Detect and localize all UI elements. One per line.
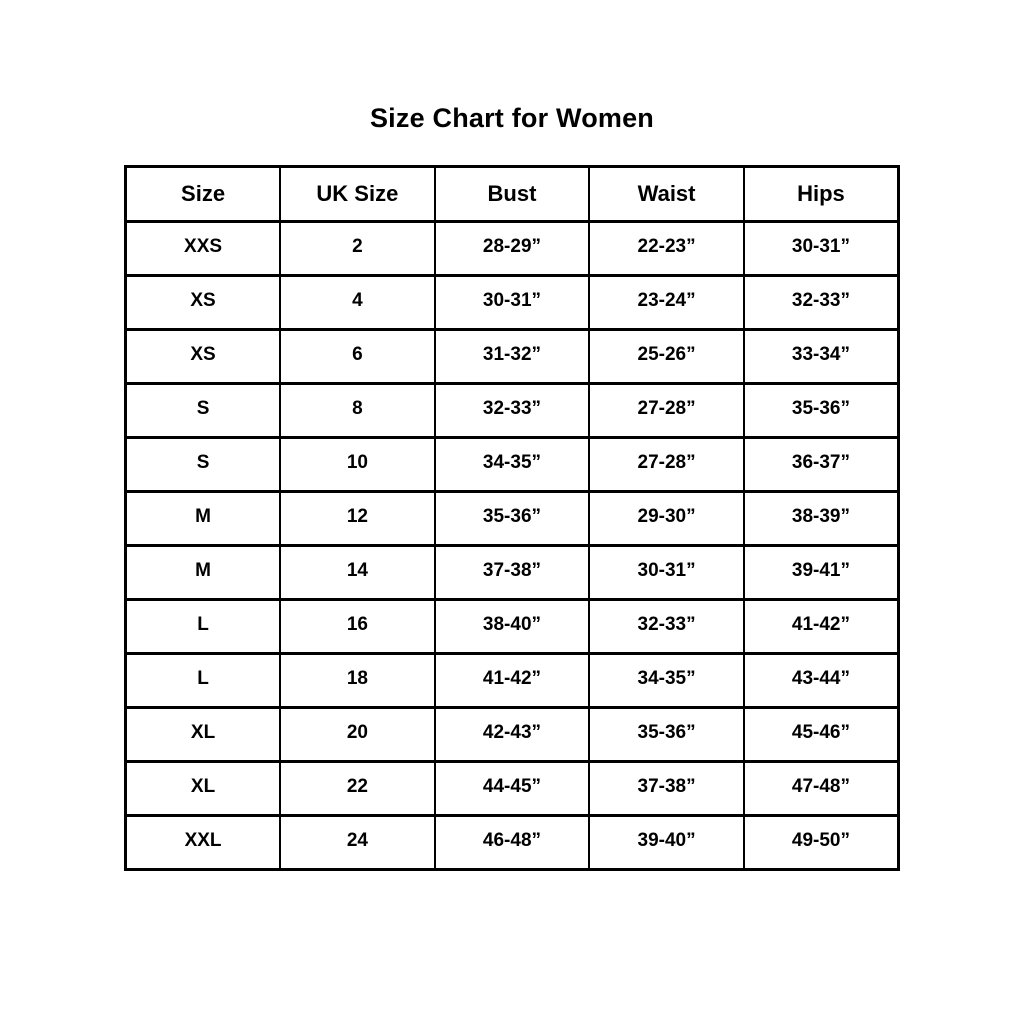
cell-bust: 37-38” xyxy=(433,544,591,601)
table-row: M 12 35-36” 29-30” 38-39” xyxy=(124,490,900,547)
table-row: XL 22 44-45” 37-38” 47-48” xyxy=(124,760,900,817)
cell-hips: 36-37” xyxy=(742,436,900,493)
cell-uk: 10 xyxy=(279,436,436,493)
cell-size: XXL xyxy=(124,814,282,871)
cell-bust: 38-40” xyxy=(433,598,591,655)
cell-waist: 22-23” xyxy=(588,220,745,277)
table-row: L 16 38-40” 32-33” 41-42” xyxy=(124,598,900,655)
cell-bust: 46-48” xyxy=(433,814,591,871)
header-row: Size UK Size Bust Waist Hips xyxy=(124,165,900,223)
cell-hips: 47-48” xyxy=(742,760,900,817)
cell-hips: 38-39” xyxy=(742,490,900,547)
cell-waist: 27-28” xyxy=(588,436,745,493)
table-row: XXS 2 28-29” 22-23” 30-31” xyxy=(124,220,900,277)
cell-size: M xyxy=(124,490,282,547)
table-row: XXL 24 46-48” 39-40” 49-50” xyxy=(124,814,900,871)
cell-hips: 39-41” xyxy=(742,544,900,601)
table-row: S 10 34-35” 27-28” 36-37” xyxy=(124,436,900,493)
cell-waist: 25-26” xyxy=(588,328,745,385)
cell-size: L xyxy=(124,598,282,655)
cell-hips: 43-44” xyxy=(742,652,900,709)
column-header-size: Size xyxy=(124,165,282,223)
cell-hips: 41-42” xyxy=(742,598,900,655)
cell-size: XL xyxy=(124,760,282,817)
cell-uk: 6 xyxy=(279,328,436,385)
cell-uk: 24 xyxy=(279,814,436,871)
column-header-uk: UK Size xyxy=(279,165,436,223)
cell-size: XS xyxy=(124,328,282,385)
cell-hips: 30-31” xyxy=(742,220,900,277)
cell-uk: 4 xyxy=(279,274,436,331)
cell-size: S xyxy=(124,382,282,439)
column-header-hips: Hips xyxy=(742,165,900,223)
cell-waist: 30-31” xyxy=(588,544,745,601)
table-row: XL 20 42-43” 35-36” 45-46” xyxy=(124,706,900,763)
cell-hips: 45-46” xyxy=(742,706,900,763)
cell-hips: 35-36” xyxy=(742,382,900,439)
cell-bust: 44-45” xyxy=(433,760,591,817)
cell-bust: 34-35” xyxy=(433,436,591,493)
cell-uk: 18 xyxy=(279,652,436,709)
cell-bust: 35-36” xyxy=(433,490,591,547)
cell-bust: 41-42” xyxy=(433,652,591,709)
cell-waist: 27-28” xyxy=(588,382,745,439)
cell-waist: 35-36” xyxy=(588,706,745,763)
cell-size: M xyxy=(124,544,282,601)
column-header-waist: Waist xyxy=(588,165,745,223)
cell-bust: 31-32” xyxy=(433,328,591,385)
table-row: XS 6 31-32” 25-26” 33-34” xyxy=(124,328,900,385)
table-row: S 8 32-33” 27-28” 35-36” xyxy=(124,382,900,439)
cell-hips: 33-34” xyxy=(742,328,900,385)
table-body: XXS 2 28-29” 22-23” 30-31” XS 4 30-31” 23-24” 32-… xyxy=(124,220,900,871)
cell-waist: 32-33” xyxy=(588,598,745,655)
cell-bust: 30-31” xyxy=(433,274,591,331)
cell-bust: 32-33” xyxy=(433,382,591,439)
cell-size: L xyxy=(124,652,282,709)
cell-waist: 34-35” xyxy=(588,652,745,709)
cell-bust: 42-43” xyxy=(433,706,591,763)
cell-waist: 29-30” xyxy=(588,490,745,547)
cell-hips: 32-33” xyxy=(742,274,900,331)
cell-size: XS xyxy=(124,274,282,331)
cell-waist: 39-40” xyxy=(588,814,745,871)
column-header-bust: Bust xyxy=(433,165,591,223)
cell-bust: 28-29” xyxy=(433,220,591,277)
table-row: M 14 37-38” 30-31” 39-41” xyxy=(124,544,900,601)
cell-uk: 20 xyxy=(279,706,436,763)
table-row: XS 4 30-31” 23-24” 32-33” xyxy=(124,274,900,331)
cell-size: S xyxy=(124,436,282,493)
cell-waist: 23-24” xyxy=(588,274,745,331)
cell-waist: 37-38” xyxy=(588,760,745,817)
cell-uk: 14 xyxy=(279,544,436,601)
cell-uk: 22 xyxy=(279,760,436,817)
cell-uk: 16 xyxy=(279,598,436,655)
cell-uk: 2 xyxy=(279,220,436,277)
cell-uk: 8 xyxy=(279,382,436,439)
cell-size: XXS xyxy=(124,220,282,277)
table-row: L 18 41-42” 34-35” 43-44” xyxy=(124,652,900,709)
size-chart-table: Size UK Size Bust Waist Hips XXS 2 28-29” 2… xyxy=(124,165,900,871)
cell-size: XL xyxy=(124,706,282,763)
cell-hips: 49-50” xyxy=(742,814,900,871)
page-title: Size Chart for Women xyxy=(369,103,655,133)
cell-uk: 12 xyxy=(279,490,436,547)
